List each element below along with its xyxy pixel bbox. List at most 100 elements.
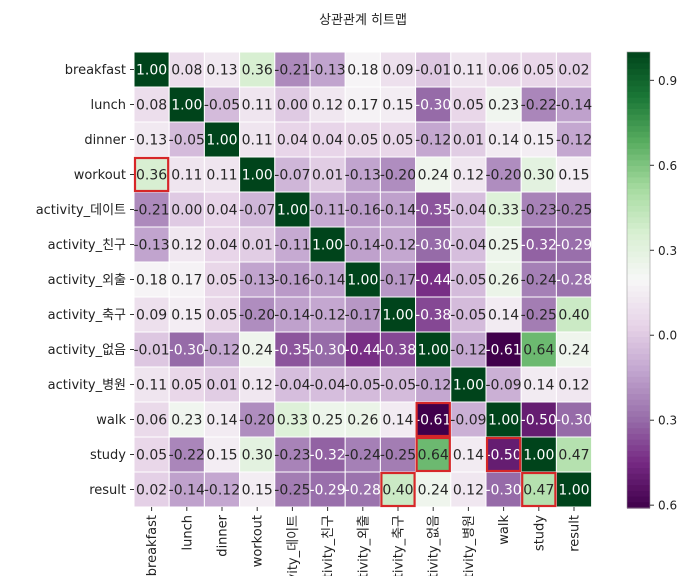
cell-value-label: 0.02: [558, 63, 589, 79]
cell-value-label: 0.15: [558, 168, 589, 184]
cell-value-label: 0.64: [523, 343, 554, 359]
colorbar-segment: [627, 439, 650, 446]
cell-value-label: 0.40: [558, 308, 589, 324]
colorbar-segment: [627, 433, 650, 441]
cell-value-label: -0.20: [380, 168, 416, 184]
colorbar-segment: [627, 473, 650, 481]
cell-value-label: -0.01: [133, 343, 169, 359]
heatmap-cell: [133, 331, 170, 368]
colorbar-segment: [627, 428, 650, 435]
heatmap-cell: [555, 121, 593, 158]
cell-value-label: -0.30: [169, 343, 205, 359]
colorbar-segment: [627, 297, 650, 304]
heatmap-cell: [168, 401, 205, 438]
colorbar-segment: [627, 485, 650, 492]
cell-value-label: -0.05: [345, 378, 381, 394]
heatmap-cell: [239, 331, 276, 368]
cell-value-label: -0.07: [274, 168, 310, 184]
colorbar-segment: [627, 262, 650, 270]
heatmap-cell: [274, 471, 311, 508]
heatmap-cell: [274, 436, 311, 473]
cell-value-label: -0.04: [274, 378, 310, 394]
heatmap-cell: [520, 296, 557, 333]
heatmap-cell: [344, 191, 381, 228]
column-label: dinner: [216, 514, 231, 556]
cell-value-label: -0.61: [485, 343, 521, 359]
colorbar-segment: [627, 97, 650, 104]
heatmap-cell: [450, 156, 487, 193]
cell-value-label: 0.05: [206, 308, 237, 324]
row-label: activity_축구: [48, 308, 126, 323]
colorbar-segment: [627, 166, 650, 173]
cell-value-label: -0.30: [415, 238, 451, 254]
cell-value-label: 0.13: [136, 133, 167, 149]
cell-value-label: 0.09: [382, 63, 413, 79]
column-label: tivity_외출: [356, 515, 371, 576]
row-label: activity_외출: [48, 273, 126, 288]
heatmap-cell: [379, 156, 417, 193]
cell-value-label: 0.01: [206, 378, 237, 394]
cell-value-label: -0.14: [169, 483, 205, 499]
cell-value-label: -0.12: [556, 133, 592, 149]
cell-value-label: 0.15: [242, 483, 273, 499]
heatmap-cell: [555, 156, 593, 193]
cell-value-label: -0.30: [485, 483, 521, 499]
heatmap-cell: [450, 51, 487, 88]
colorbar-segment: [627, 411, 650, 418]
cell-value-label: 0.30: [242, 448, 273, 464]
cell-value-label: -0.35: [415, 203, 451, 219]
heatmap-cell: [485, 226, 522, 263]
row-label: study: [90, 448, 126, 463]
cell-value-label: -0.14: [274, 308, 310, 324]
colorbar-segment: [627, 456, 650, 463]
cell-value-label: 0.17: [347, 98, 378, 114]
row-labels: breakfast lunch dinner workout activity_데이트a…: [36, 63, 134, 498]
cell-value-label: 0.18: [347, 63, 378, 79]
heatmap-cell: [555, 296, 593, 333]
colorbar-segment: [627, 445, 650, 452]
cell-value-label: -0.11: [274, 238, 310, 254]
cell-value-label: 0.01: [242, 238, 273, 254]
cell-value-label: -0.50: [485, 448, 521, 464]
cell-value-label: 0.14: [382, 413, 413, 429]
heatmap-cell: [203, 121, 241, 158]
cell-value-label: -0.35: [274, 343, 310, 359]
heatmap-cell: [239, 401, 276, 438]
row-label: workout: [74, 168, 126, 183]
cell-value-label: 0.00: [277, 98, 308, 114]
cell-value-label: -0.28: [345, 483, 381, 499]
cell-value-label: 0.11: [136, 378, 167, 394]
heatmap-cell: [274, 121, 311, 158]
colorbar-segment: [627, 251, 650, 258]
cell-value-label: 0.14: [453, 448, 484, 464]
cell-value-label: 0.08: [136, 98, 167, 114]
heatmap-cell: [309, 156, 346, 193]
cell-value-label: -0.14: [380, 203, 416, 219]
heatmap-cell: [520, 51, 557, 88]
cell-value-label: 0.15: [171, 308, 202, 324]
colorbar-segment: [627, 91, 650, 99]
cell-value-label: 0.05: [171, 378, 202, 394]
cell-value-label: -0.05: [450, 308, 486, 324]
highlight-box: [380, 471, 416, 508]
colorbar-segment: [627, 405, 650, 412]
cell-value-label: -0.23: [274, 448, 310, 464]
heatmap-cell: [239, 366, 276, 403]
cell-value-label: 0.12: [242, 378, 273, 394]
row-label: activity_없음: [48, 343, 126, 358]
colorbar-segment: [627, 234, 650, 241]
colorbar-segment: [627, 86, 650, 93]
highlight-boxes: [133, 156, 557, 508]
cell-value-label: -0.16: [345, 203, 381, 219]
heatmap-cell: [239, 261, 276, 298]
cell-value-label: 0.11: [242, 133, 273, 149]
column-labels: breakfast lunch dinner workout ivity_데이트 tivi…: [145, 507, 583, 576]
colorbar-segment: [627, 308, 650, 315]
heatmap-cell: [450, 86, 487, 123]
cell-value-label: 0.05: [382, 133, 413, 149]
heatmap-cell: [239, 191, 276, 228]
cell-value-label: -0.14: [556, 98, 592, 114]
cell-value-label: -0.04: [450, 238, 486, 254]
heatmap-cell: [203, 191, 241, 228]
